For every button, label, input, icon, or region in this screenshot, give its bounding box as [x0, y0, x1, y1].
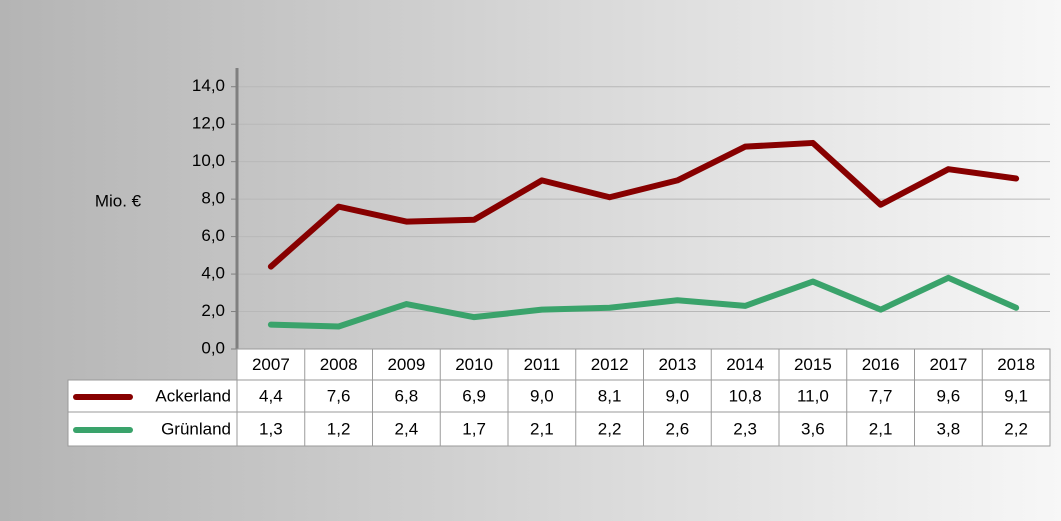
data-label: 4,4	[259, 386, 283, 405]
data-label: 2,1	[869, 419, 893, 438]
data-label: 2,6	[666, 419, 690, 438]
x-tick-label: 2018	[997, 355, 1035, 374]
data-label: 6,9	[462, 386, 486, 405]
x-tick-label: 2014	[726, 355, 764, 374]
legend-label: Ackerland	[155, 386, 231, 405]
legend-label: Grünland	[161, 419, 231, 438]
table-body	[67, 379, 1051, 447]
x-tick-label: 2010	[455, 355, 493, 374]
x-tick-label: 2016	[862, 355, 900, 374]
data-label: 3,6	[801, 419, 825, 438]
data-label: 1,2	[327, 419, 351, 438]
x-tick-label: 2012	[591, 355, 629, 374]
x-tick-label: 2009	[387, 355, 425, 374]
x-tick-label: 2008	[320, 355, 358, 374]
data-label: 7,7	[869, 386, 893, 405]
y-tick-label: 10,0	[192, 151, 225, 170]
x-tick-label: 2017	[929, 355, 967, 374]
data-label: 2,4	[395, 419, 419, 438]
data-label: 11,0	[797, 386, 829, 405]
data-label: 9,0	[666, 386, 690, 405]
data-label: 10,8	[729, 386, 762, 405]
y-axis-label: Mio. €	[95, 191, 142, 210]
data-label: 2,2	[598, 419, 622, 438]
y-tick-label: 14,0	[192, 76, 225, 95]
x-tick-label: 2015	[794, 355, 832, 374]
data-label: 9,6	[937, 386, 961, 405]
y-tick-label: 8,0	[201, 189, 225, 208]
x-tick-label: 2013	[658, 355, 696, 374]
data-label: 2,3	[733, 419, 757, 438]
y-tick-label: 4,0	[201, 264, 225, 283]
data-label: 2,2	[1004, 419, 1028, 438]
data-label: 2,1	[530, 419, 554, 438]
data-label: 7,6	[327, 386, 351, 405]
line	[267, 274, 1020, 330]
y-tick-label: 2,0	[201, 301, 225, 320]
line	[267, 139, 1020, 270]
x-tick-label: 2011	[524, 355, 561, 374]
data-label: 1,3	[259, 419, 283, 438]
data-label: 9,0	[530, 386, 554, 405]
data-label: 8,1	[598, 386, 622, 405]
y-tick-label: 0,0	[201, 338, 225, 357]
x-tick-label: 2007	[252, 355, 290, 374]
data-label: 9,1	[1004, 386, 1028, 405]
y-tick-label: 6,0	[201, 226, 225, 245]
data-label: 3,8	[937, 419, 961, 438]
y-tick-label: 12,0	[192, 114, 225, 133]
data-label: 1,7	[462, 419, 486, 438]
data-label: 6,8	[395, 386, 419, 405]
